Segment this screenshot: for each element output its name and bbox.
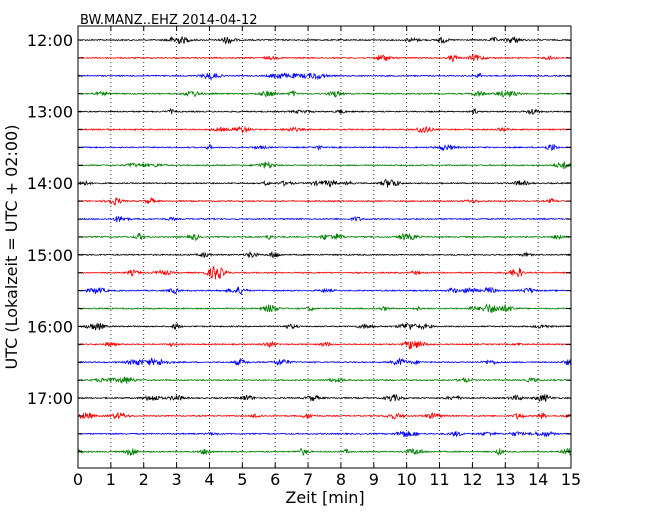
x-tick-label: 8 — [336, 470, 346, 489]
x-tick-label: 0 — [73, 470, 83, 489]
trace-1415 — [77, 197, 572, 207]
y-tick-label: 12:00 — [27, 31, 73, 50]
trace-1700 — [77, 393, 572, 403]
x-axis-label: Zeit [min] — [285, 488, 364, 507]
trace-1445 — [77, 232, 572, 242]
trace-1315 — [77, 125, 572, 134]
x-tick-label: 4 — [204, 470, 214, 489]
y-tick-label: 13:00 — [27, 103, 73, 122]
plot-frame — [77, 25, 572, 469]
trace-1715 — [77, 411, 572, 420]
y-axis: 12:00 13:00 14:00 15:00 16:00 17:00 — [27, 31, 571, 453]
y-tick-label: 15:00 — [27, 246, 73, 265]
grid-lines — [110, 26, 539, 468]
trace-1730 — [77, 430, 572, 438]
trace-1500 — [77, 250, 572, 259]
x-tick-label: 1 — [106, 470, 116, 489]
x-tick-label: 9 — [369, 470, 379, 489]
y-tick-label: 16:00 — [27, 317, 73, 336]
x-tick-label: 3 — [172, 470, 182, 489]
trace-1645 — [77, 376, 572, 384]
trace-1245 — [77, 89, 572, 98]
x-tick-label: 15 — [561, 470, 581, 489]
trace-1400 — [77, 178, 572, 188]
x-tick-label: 13 — [495, 470, 515, 489]
trace-group — [77, 36, 572, 457]
trace-1330 — [77, 143, 572, 152]
trace-1300 — [77, 107, 572, 116]
x-tick-label: 2 — [139, 470, 149, 489]
x-tick-label: 5 — [237, 470, 247, 489]
plot-background — [78, 26, 571, 468]
trace-1615 — [77, 340, 572, 350]
trace-1215 — [77, 53, 572, 63]
x-tick-label: 11 — [429, 470, 449, 489]
trace-1515 — [77, 264, 572, 280]
trace-1530 — [77, 286, 572, 296]
trace-1345 — [77, 161, 572, 169]
trace-1630 — [77, 357, 572, 367]
trace-1545 — [77, 303, 572, 313]
x-tick-label: 14 — [528, 470, 548, 489]
trace-1600 — [77, 322, 572, 331]
y-axis-label: UTC (Lokalzeit = UTC + 02:00) — [2, 125, 21, 370]
y-tick-label: 17:00 — [27, 389, 73, 408]
x-tick-label: 6 — [270, 470, 280, 489]
chart-title: BW.MANZ..EHZ 2014-04-12 — [80, 13, 258, 28]
x-axis: 0 1 2 3 4 5 6 7 8 9 10 11 12 13 14 15 — [73, 26, 581, 489]
x-tick-label: 10 — [396, 470, 416, 489]
x-tick-label: 12 — [462, 470, 482, 489]
trace-1230 — [77, 71, 572, 81]
x-tick-label: 7 — [303, 470, 313, 489]
y-tick-label: 14:00 — [27, 174, 73, 193]
trace-1430 — [77, 215, 572, 223]
trace-1745 — [77, 448, 572, 457]
trace-1200 — [77, 36, 572, 45]
